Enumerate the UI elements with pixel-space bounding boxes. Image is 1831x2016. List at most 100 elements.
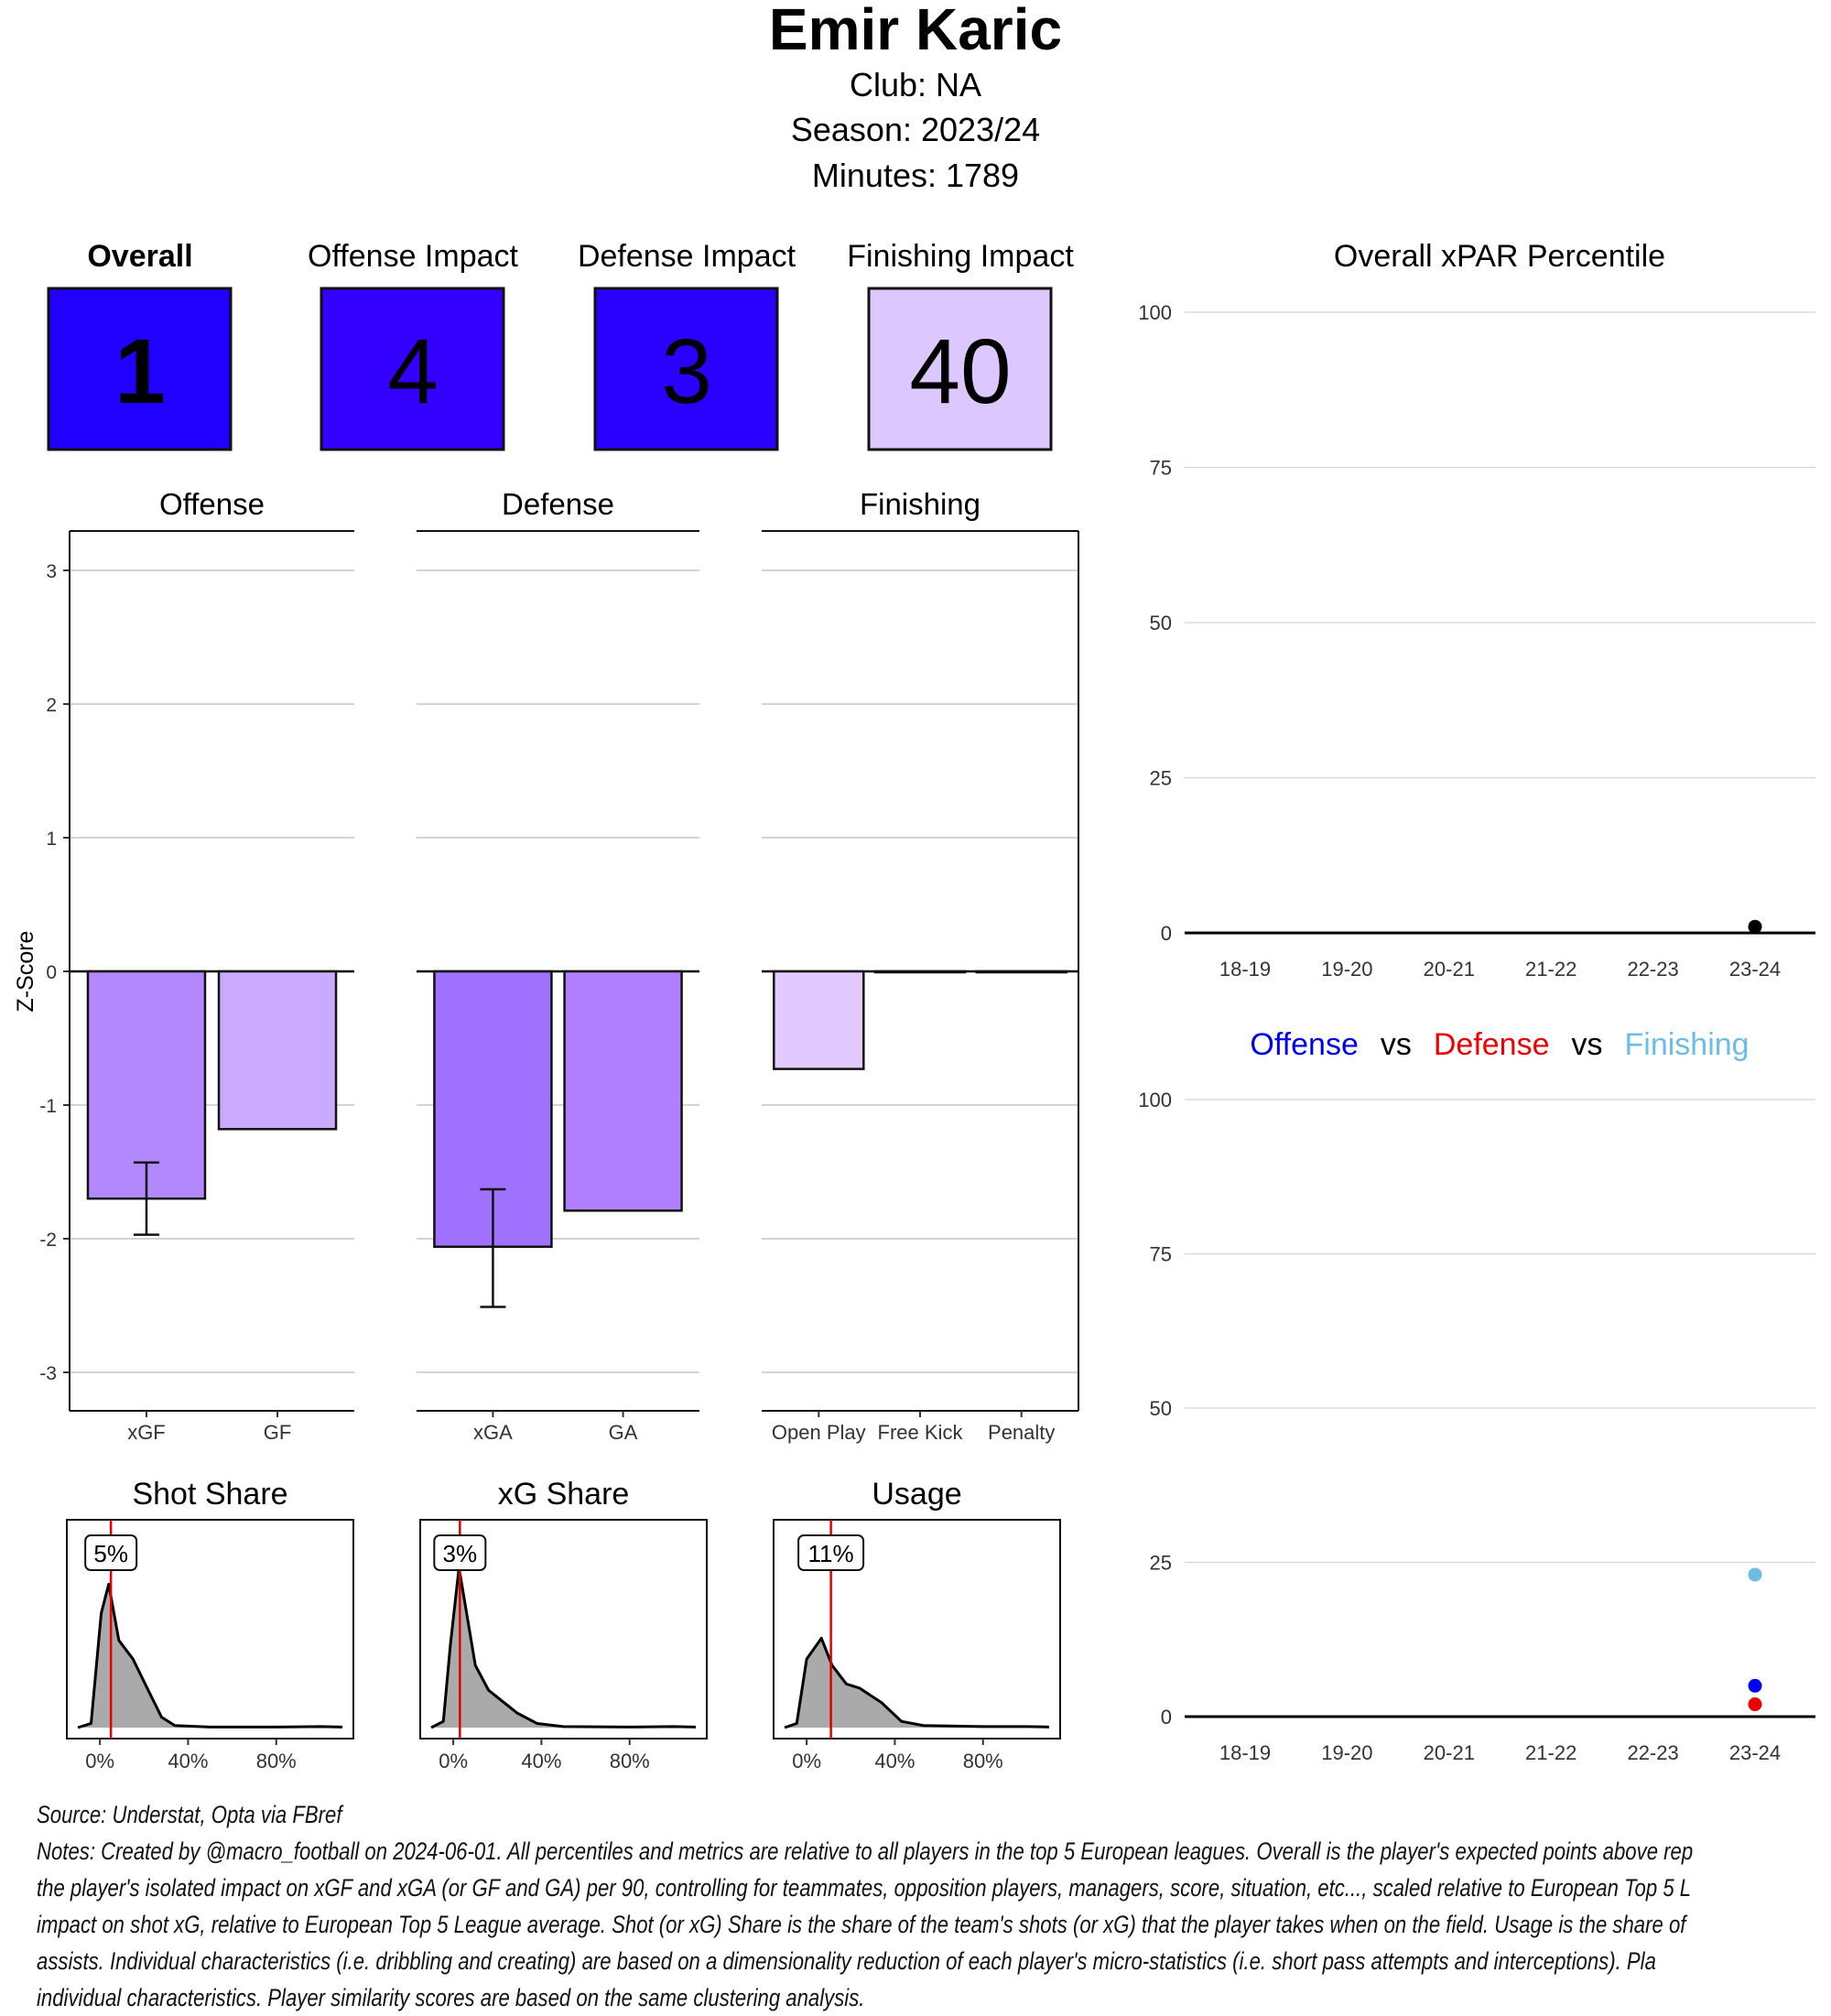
x-tick-label: 40%	[168, 1750, 208, 1772]
value-label-box	[84, 1534, 138, 1571]
x-tick-label: Penalty	[988, 1421, 1055, 1444]
legend-item-defense: Defense	[1434, 1027, 1550, 1062]
overall-percentile-chart: Overall xPAR Percentile 0 25 50 75 100 18-19 19…	[1138, 239, 1815, 981]
tile-label: Offense Impact	[308, 239, 518, 274]
panel-border	[419, 1519, 708, 1740]
x-tick-label: GA	[609, 1421, 638, 1444]
panel-title: Shot Share	[132, 1477, 287, 1512]
notes-line: individual characteristics. Player simil…	[37, 1984, 865, 2011]
tile-label: Overall	[87, 239, 192, 274]
chart-title: Overall xPAR Percentile	[1334, 239, 1665, 274]
panel-title: xG Share	[498, 1477, 630, 1512]
tile-label: Defense Impact	[578, 239, 796, 274]
y-tick-label: 1	[46, 829, 57, 850]
y-tick-label: 0	[46, 962, 57, 983]
x-tick-label: GF	[264, 1421, 292, 1444]
x-tick-label: xGF	[127, 1421, 166, 1444]
value-label: 11%	[808, 1540, 854, 1567]
bar-ga	[563, 970, 683, 1212]
tile-box	[47, 287, 233, 451]
x-tick-label: 0%	[792, 1750, 821, 1772]
y-tick-label: -3	[39, 1363, 57, 1384]
notes-line: Notes: Created by @macro_football on 202…	[37, 1837, 1694, 1865]
bar-penalty	[975, 970, 1067, 974]
bar-gf	[217, 970, 338, 1131]
tile-value: 40	[909, 320, 1011, 423]
value-label: 5%	[93, 1540, 128, 1567]
panel-title: Offense	[159, 487, 265, 521]
x-tick-label: 23-24	[1729, 958, 1781, 981]
y-tick-label: 75	[1150, 1243, 1172, 1266]
x-tick-label: 21-22	[1525, 958, 1576, 981]
legend-item-offense: Offense	[1250, 1027, 1358, 1062]
x-tick-label: 22-23	[1627, 1741, 1678, 1764]
bar-xgf	[86, 970, 207, 1200]
legend-item-vs: vs	[1381, 1027, 1412, 1062]
x-tick-label: 21-22	[1525, 1741, 1576, 1764]
x-tick-label: 22-23	[1627, 958, 1678, 981]
value-label-box	[797, 1534, 865, 1571]
tile-value: 3	[661, 320, 712, 423]
x-tick-label: xGA	[473, 1421, 513, 1444]
density-line	[430, 1566, 696, 1729]
y-tick-label: 25	[1150, 767, 1172, 790]
source-note: Source: Understat, Opta via FBref	[37, 1801, 342, 1828]
y-tick-label: -1	[39, 1096, 57, 1117]
impact-tiles: Overall 1 Offense Impact 4 Defense Impact 3 Fi…	[47, 239, 1074, 451]
value-label: 3%	[443, 1540, 478, 1567]
bar-open-play	[773, 970, 865, 1070]
y-tick-label: 3	[46, 561, 57, 582]
x-tick-label: 80%	[256, 1750, 297, 1772]
y-tick-label: 50	[1150, 1397, 1172, 1420]
density-line	[77, 1582, 342, 1729]
y-tick-label: 25	[1150, 1552, 1172, 1575]
page-title: Emir Karic	[769, 0, 1062, 62]
x-tick-label: 19-20	[1321, 958, 1372, 981]
minutes-label: Minutes: 1789	[812, 157, 1019, 194]
x-tick-label: 40%	[874, 1750, 915, 1772]
footer: Source: Understat, Opta via FBref Notes:…	[37, 1796, 1831, 2016]
club-label: Club: NA	[850, 66, 981, 103]
zscore-bar-chart: Z-Score Offense 3 2 1 0 -1 -2 -3 xGF GF Defense xGA G…	[13, 487, 1079, 1444]
panel-title: Finishing	[860, 487, 981, 521]
panel-border	[773, 1519, 1061, 1740]
x-tick-label: 18-19	[1219, 1741, 1271, 1764]
x-tick-label: 80%	[610, 1750, 650, 1772]
value-label-box	[433, 1534, 487, 1571]
y-tick-label: 50	[1150, 612, 1172, 634]
tile-box	[867, 287, 1053, 451]
y-axis-label: Z-Score	[13, 931, 38, 1013]
panel-title: Usage	[872, 1477, 961, 1512]
tile-value: 4	[387, 320, 439, 423]
point-overall	[1748, 919, 1762, 934]
density-area	[785, 1638, 1049, 1728]
x-tick-label: Free Kick	[878, 1421, 964, 1444]
x-tick-label: 80%	[963, 1750, 1003, 1772]
notes-line: impact on shot xG, relative to European …	[37, 1911, 1686, 1938]
x-tick-label: Open Play	[772, 1421, 866, 1444]
y-tick-label: 100	[1138, 1089, 1172, 1111]
legend-item-finishing: Finishing	[1625, 1027, 1750, 1062]
panel-border	[66, 1519, 354, 1740]
x-tick-label: 19-20	[1321, 1741, 1372, 1764]
notes-line: the player's isolated impact on xGF and …	[37, 1874, 1692, 1902]
point-finishing	[1748, 1567, 1762, 1582]
x-tick-label: 20-21	[1424, 958, 1475, 981]
y-tick-label: -2	[39, 1230, 57, 1251]
x-tick-label: 23-24	[1729, 1741, 1781, 1764]
legend-item-vs: vs	[1572, 1027, 1603, 1062]
density-area	[78, 1584, 342, 1728]
x-tick-label: 20-21	[1424, 1741, 1475, 1764]
bar-free-kick	[873, 970, 967, 974]
x-tick-label: 40%	[521, 1750, 561, 1772]
y-tick-label: 2	[46, 695, 57, 716]
density-line	[784, 1636, 1049, 1729]
tile-label: Finishing Impact	[847, 239, 1074, 274]
x-tick-label: 0%	[85, 1750, 114, 1772]
density-area	[431, 1567, 696, 1728]
season-label: Season: 2023/24	[791, 111, 1040, 148]
tile-value: 1	[114, 320, 166, 423]
notes-line: assists. Individual characteristics (i.e…	[37, 1947, 1656, 1975]
panel-title: Defense	[502, 487, 614, 521]
